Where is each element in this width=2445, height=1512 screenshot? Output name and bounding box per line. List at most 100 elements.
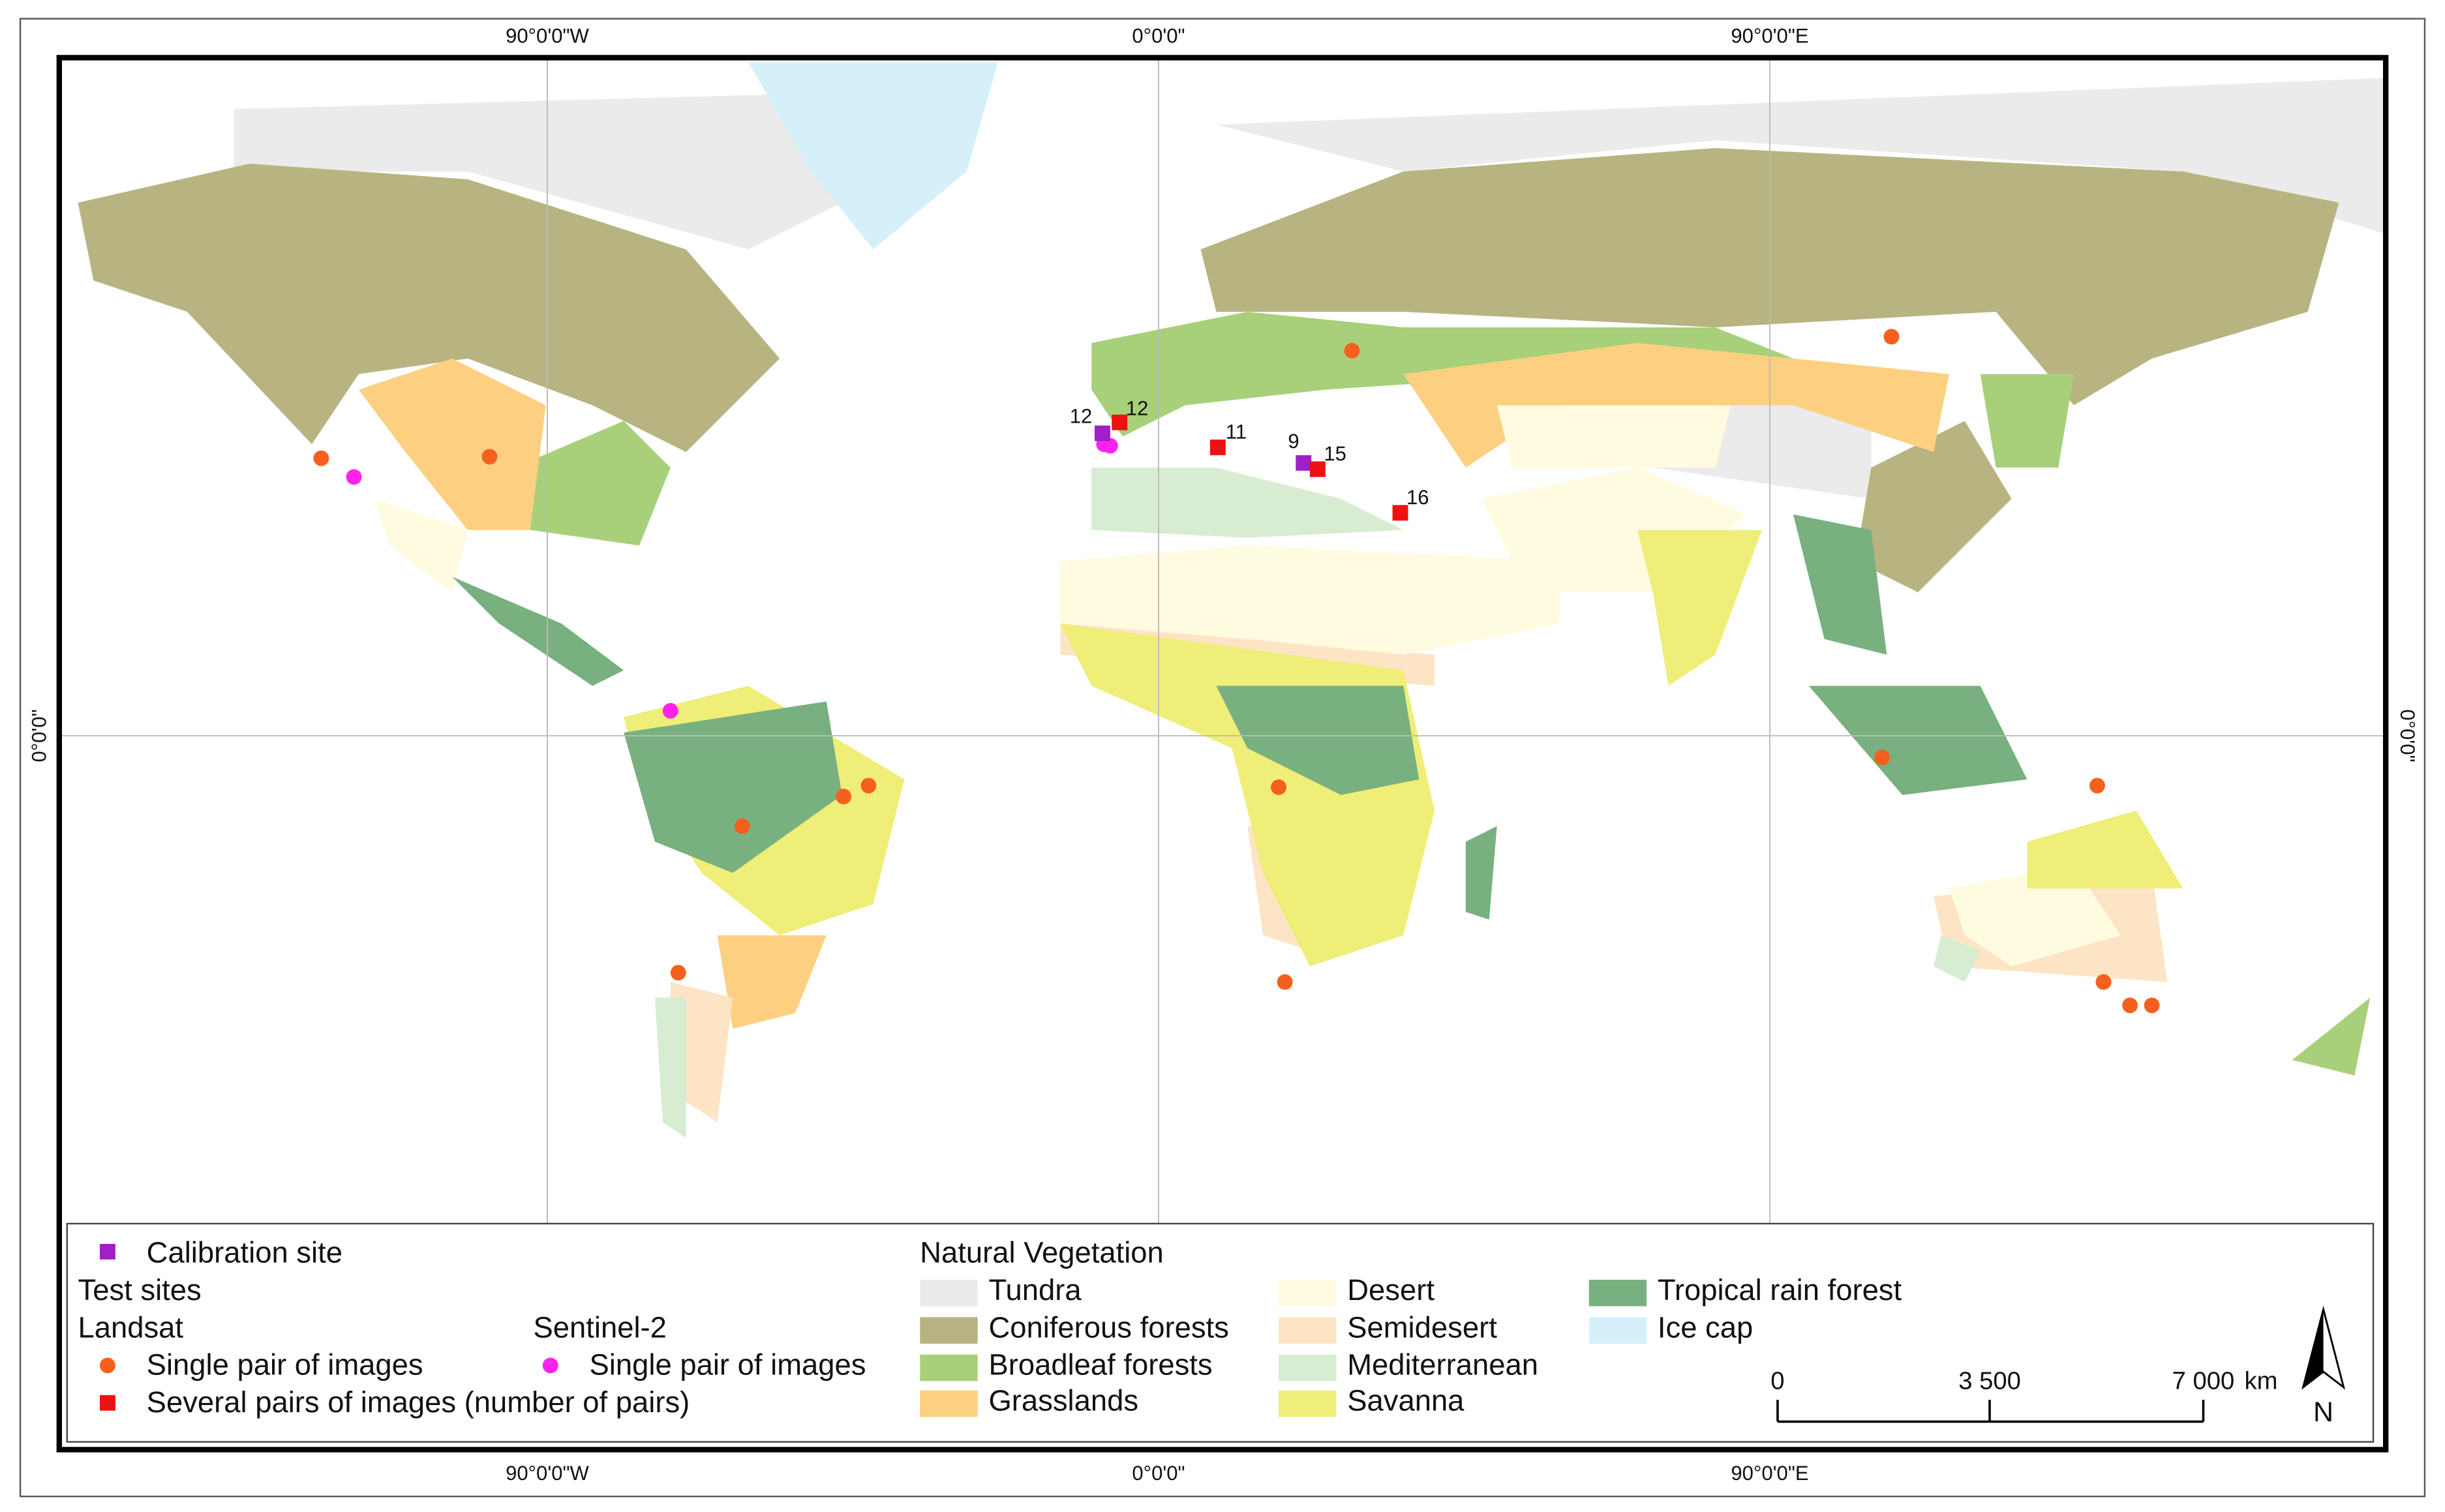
vegetation-area	[358, 358, 546, 530]
graticule	[59, 57, 2386, 1224]
vegetation-area	[654, 997, 686, 1138]
sentinel-site	[662, 703, 678, 719]
vegetation-area	[1496, 405, 1731, 468]
legend-label: Tundra	[988, 1273, 1082, 1307]
landsat-several-site	[1112, 414, 1128, 431]
landsat-single-site	[2122, 997, 2138, 1014]
grid-label: 90°0'0"E	[1731, 25, 1808, 48]
grid-label: 0°0'0"	[27, 709, 50, 762]
landsat-single-site	[2089, 778, 2105, 794]
legend-symbol	[99, 1243, 115, 1260]
legend-label: Grasslands	[988, 1384, 1138, 1417]
vegetation-area	[514, 421, 671, 546]
site-label: 15	[1324, 442, 1346, 465]
site-label: 16	[1406, 486, 1429, 509]
legend-swatch	[920, 1354, 978, 1382]
legend-swatch	[1588, 1317, 1647, 1344]
calibration-site	[1296, 455, 1312, 471]
landsat-single-site	[1271, 779, 1287, 795]
vegetation-area	[1091, 467, 1404, 538]
vegetation-area	[452, 577, 624, 686]
vegetation-area	[1933, 935, 1981, 982]
landsat-single-site	[734, 818, 750, 834]
landsat-single-site	[1874, 749, 1891, 766]
vegetation-area	[1949, 865, 2121, 967]
legend-swatch	[1279, 1317, 1337, 1344]
vegetation-area	[1216, 78, 2386, 234]
legend-symbol	[99, 1357, 115, 1374]
site-label: 12	[1070, 405, 1093, 428]
vegetation-area	[624, 701, 842, 873]
north-arrow-half	[2303, 1309, 2324, 1387]
site-label: 11	[1226, 421, 1247, 444]
vegetation-area	[78, 163, 780, 453]
legend-swatch	[1279, 1354, 1337, 1382]
landsat-single-site	[2095, 974, 2112, 990]
legend-swatch	[920, 1390, 978, 1417]
legend-label: Mediterranean	[1347, 1348, 1538, 1382]
legend-label: Tropical rain forest	[1658, 1273, 1902, 1307]
sites: 12 12 11 9 15 16	[313, 329, 2160, 1014]
legend-symbol	[99, 1395, 115, 1411]
scale-label: 7 000	[2172, 1367, 2235, 1395]
landsat-several-site	[1309, 461, 1326, 477]
site-label: 12	[1126, 397, 1149, 420]
grid-label: 0°0'0"	[1132, 1462, 1185, 1485]
site-label: 9	[1288, 430, 1299, 453]
vegetation-area	[748, 62, 998, 250]
legend-heading: Test sites	[78, 1273, 202, 1307]
grid-label: 90°0'0"E	[1731, 1462, 1808, 1485]
scale-label: 3 500	[1958, 1367, 2021, 1395]
legend-swatch	[1279, 1390, 1337, 1417]
vegetation-area	[670, 982, 733, 1123]
vegetation-area	[1855, 421, 2012, 593]
grid-label: 0°0'0"	[1132, 25, 1185, 48]
landsat-single-site	[481, 449, 498, 465]
legend-swatch	[920, 1279, 978, 1307]
legend-swatch	[920, 1317, 978, 1344]
legend-heading: Sentinel-2	[533, 1310, 666, 1344]
vegetation-area	[717, 935, 827, 1029]
scale-unit: km	[2244, 1367, 2277, 1395]
vegetation-area	[1793, 514, 1887, 655]
map-frame	[56, 55, 2389, 1453]
landsat-single-site	[1277, 974, 1293, 990]
scale-label: 0	[1770, 1367, 1784, 1395]
landsat-single-site	[1883, 329, 1900, 345]
legend-label: Savanna	[1347, 1384, 1465, 1417]
vegetation-area	[374, 498, 468, 593]
land	[78, 62, 2386, 1138]
legend-heading: Natural Vegetation	[920, 1236, 1164, 1269]
legend-swatch	[1588, 1279, 1647, 1307]
landsat-single-site	[670, 965, 686, 981]
legend-label: Desert	[1347, 1273, 1435, 1307]
calibration-site	[1094, 425, 1110, 442]
north-label: N	[2313, 1397, 2333, 1428]
grid-label: 90°0'0"W	[506, 1462, 589, 1485]
legend-heading: Landsat	[78, 1310, 184, 1344]
vegetation-area	[1216, 686, 1420, 795]
legend-label: Several pairs of images (number of pairs…	[147, 1385, 690, 1419]
legend-swatch	[1279, 1279, 1337, 1307]
landsat-several-site	[1209, 439, 1226, 455]
landsat-single-site	[313, 450, 329, 466]
vegetation-area	[234, 93, 873, 250]
vegetation-area	[1637, 530, 1763, 686]
landsat-single-site	[2144, 997, 2160, 1014]
legend-label: Single pair of images	[590, 1348, 866, 1382]
legend-symbol	[542, 1357, 558, 1374]
landsat-single-site	[860, 778, 877, 794]
vegetation-area	[2027, 810, 2183, 889]
legend-label: Semidesert	[1347, 1310, 1497, 1344]
legend-label: Calibration site	[147, 1236, 342, 1269]
vegetation-area	[1060, 545, 1560, 655]
landsat-single-site	[1344, 342, 1360, 359]
landsat-single-site	[836, 789, 852, 805]
landsat-several-site	[1392, 505, 1408, 521]
legend-label: Single pair of images	[147, 1348, 423, 1382]
legend-label: Coniferous forests	[988, 1310, 1228, 1344]
legend-label: Ice cap	[1658, 1310, 1753, 1344]
